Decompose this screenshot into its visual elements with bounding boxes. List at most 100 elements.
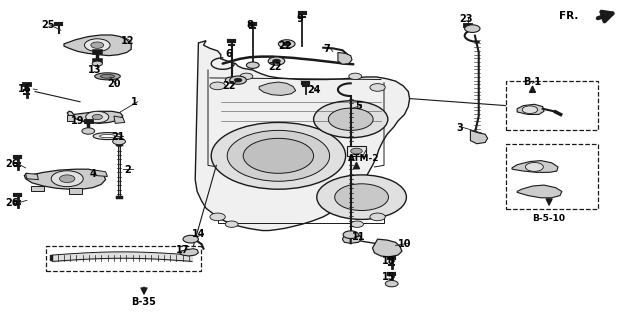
Circle shape bbox=[465, 25, 480, 32]
Text: 8: 8 bbox=[246, 20, 253, 31]
Circle shape bbox=[92, 114, 102, 120]
Circle shape bbox=[370, 213, 385, 221]
Polygon shape bbox=[64, 35, 131, 56]
Circle shape bbox=[268, 57, 285, 65]
Polygon shape bbox=[50, 255, 52, 260]
Text: 24: 24 bbox=[307, 85, 321, 95]
Circle shape bbox=[60, 175, 75, 183]
Ellipse shape bbox=[95, 73, 120, 80]
Text: 12: 12 bbox=[121, 36, 135, 46]
Circle shape bbox=[525, 162, 543, 171]
Bar bbox=[347, 146, 366, 156]
Circle shape bbox=[225, 77, 238, 83]
Circle shape bbox=[317, 175, 406, 219]
Polygon shape bbox=[95, 170, 108, 176]
Text: 22: 22 bbox=[268, 62, 282, 72]
Circle shape bbox=[84, 39, 110, 52]
Polygon shape bbox=[372, 239, 402, 257]
Polygon shape bbox=[195, 41, 410, 231]
Text: 7: 7 bbox=[323, 44, 330, 54]
Circle shape bbox=[370, 84, 385, 91]
Text: 15: 15 bbox=[382, 272, 396, 282]
Circle shape bbox=[243, 138, 314, 173]
Polygon shape bbox=[31, 186, 44, 191]
Text: 17: 17 bbox=[175, 245, 189, 255]
Circle shape bbox=[246, 62, 259, 68]
Circle shape bbox=[113, 138, 125, 145]
Circle shape bbox=[278, 40, 295, 48]
Text: FR.: FR. bbox=[559, 11, 578, 21]
Text: 2: 2 bbox=[125, 165, 131, 175]
Circle shape bbox=[328, 108, 373, 130]
Text: 19: 19 bbox=[71, 116, 85, 126]
Text: 22: 22 bbox=[278, 41, 292, 51]
Circle shape bbox=[210, 213, 225, 221]
Text: 6: 6 bbox=[226, 49, 232, 59]
Polygon shape bbox=[517, 185, 562, 198]
Polygon shape bbox=[179, 249, 198, 256]
Polygon shape bbox=[338, 52, 352, 64]
Polygon shape bbox=[67, 111, 123, 123]
Circle shape bbox=[234, 78, 242, 82]
Text: 4: 4 bbox=[90, 169, 96, 179]
Text: 10: 10 bbox=[397, 239, 412, 249]
Polygon shape bbox=[118, 144, 120, 197]
Text: 23: 23 bbox=[459, 14, 473, 24]
Text: 22: 22 bbox=[222, 81, 236, 92]
Text: 14: 14 bbox=[191, 229, 205, 239]
Text: 26: 26 bbox=[4, 159, 19, 169]
Polygon shape bbox=[26, 173, 38, 180]
Circle shape bbox=[183, 235, 198, 243]
Circle shape bbox=[82, 128, 95, 134]
Polygon shape bbox=[342, 232, 362, 243]
Circle shape bbox=[522, 106, 538, 114]
Text: 3: 3 bbox=[456, 123, 463, 133]
Text: 13: 13 bbox=[88, 65, 102, 75]
Polygon shape bbox=[259, 82, 296, 95]
Circle shape bbox=[210, 82, 225, 90]
Polygon shape bbox=[114, 116, 125, 123]
Text: 1: 1 bbox=[131, 97, 138, 107]
Polygon shape bbox=[24, 169, 106, 189]
Circle shape bbox=[351, 148, 362, 154]
Bar bbox=[506, 81, 598, 130]
Text: B-5-10: B-5-10 bbox=[532, 214, 566, 223]
Circle shape bbox=[385, 280, 398, 287]
Circle shape bbox=[351, 221, 364, 227]
Circle shape bbox=[283, 42, 291, 46]
Ellipse shape bbox=[100, 74, 115, 78]
Circle shape bbox=[92, 61, 102, 66]
Polygon shape bbox=[517, 104, 544, 114]
Circle shape bbox=[349, 73, 362, 80]
Text: 9: 9 bbox=[296, 14, 303, 24]
Polygon shape bbox=[69, 188, 82, 194]
Circle shape bbox=[91, 42, 104, 48]
Text: 18: 18 bbox=[382, 256, 396, 266]
Text: 5: 5 bbox=[355, 100, 362, 111]
Circle shape bbox=[343, 231, 358, 238]
Circle shape bbox=[335, 184, 388, 211]
Circle shape bbox=[230, 76, 246, 84]
Polygon shape bbox=[512, 161, 558, 172]
Bar bbox=[506, 144, 598, 209]
Text: B-35: B-35 bbox=[132, 297, 156, 307]
Polygon shape bbox=[470, 130, 488, 144]
Circle shape bbox=[225, 221, 238, 227]
Circle shape bbox=[273, 59, 280, 63]
Circle shape bbox=[240, 73, 253, 80]
Text: 25: 25 bbox=[41, 20, 55, 31]
Text: 16: 16 bbox=[17, 84, 31, 94]
Bar bbox=[46, 246, 201, 271]
Circle shape bbox=[314, 101, 388, 138]
Ellipse shape bbox=[100, 135, 116, 138]
Circle shape bbox=[211, 122, 346, 189]
Text: 21: 21 bbox=[111, 132, 125, 142]
Polygon shape bbox=[67, 115, 74, 121]
Text: 20: 20 bbox=[107, 79, 121, 89]
Text: 26: 26 bbox=[4, 198, 19, 208]
Circle shape bbox=[86, 111, 109, 123]
Circle shape bbox=[51, 171, 83, 187]
Circle shape bbox=[227, 130, 330, 181]
Text: 11: 11 bbox=[351, 232, 365, 242]
Text: ATM-2: ATM-2 bbox=[348, 154, 380, 163]
